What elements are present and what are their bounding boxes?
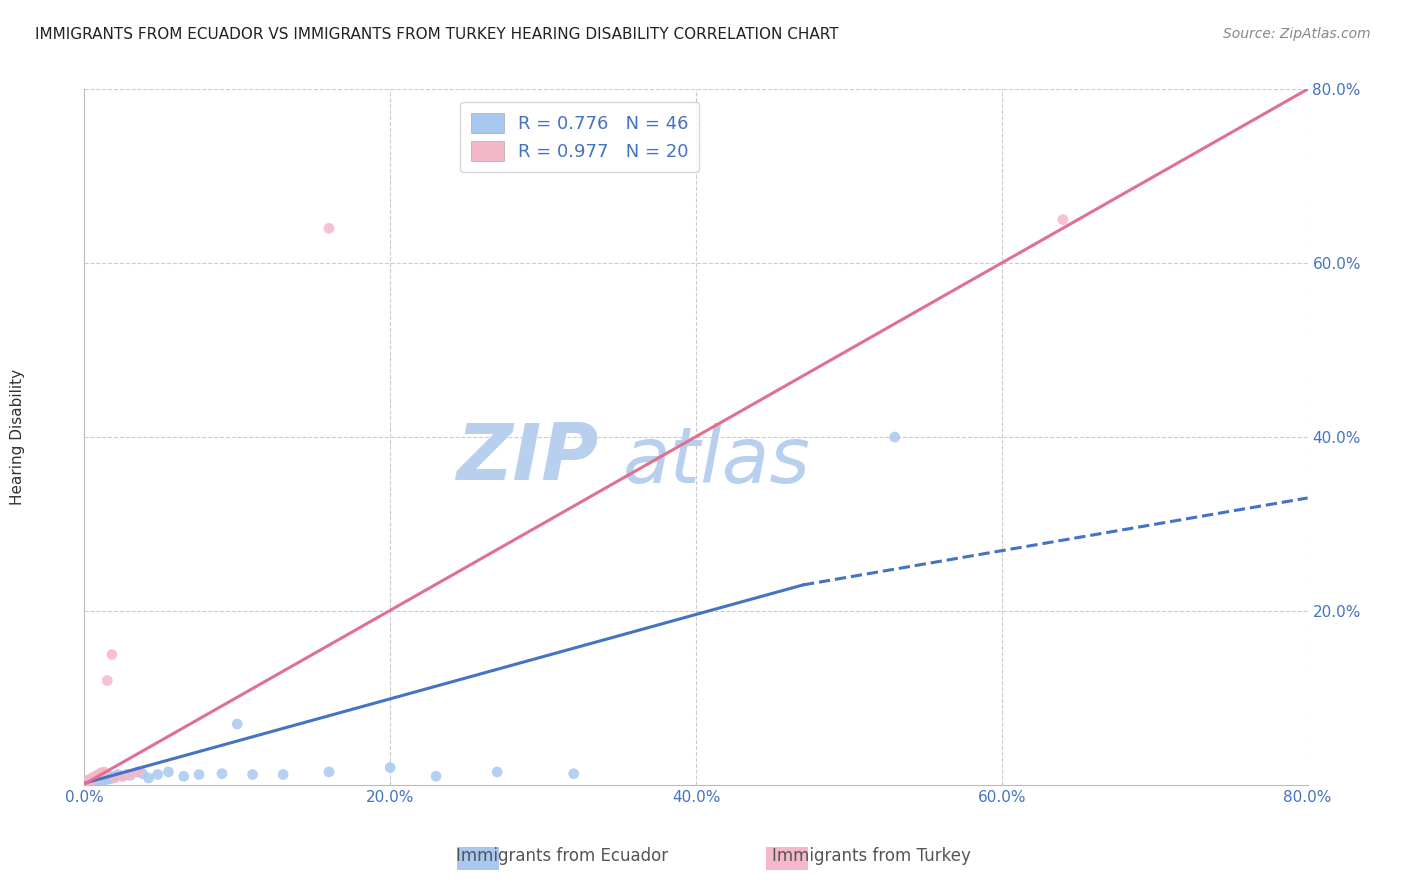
- Point: [138, 771, 160, 785]
- Text: Immigrants from Ecuador: Immigrants from Ecuador: [457, 847, 668, 865]
- Point: [89, 774, 111, 789]
- Point: [87, 767, 110, 781]
- Point: [120, 768, 142, 782]
- Point: [91, 773, 114, 788]
- Point: [115, 767, 138, 781]
- Point: [101, 770, 124, 784]
- Point: [226, 717, 249, 731]
- Point: [96, 673, 118, 688]
- Point: [211, 766, 233, 780]
- Point: [80, 771, 103, 785]
- Point: [80, 772, 103, 786]
- Point: [883, 430, 905, 444]
- Point: [157, 764, 180, 779]
- Point: [80, 773, 103, 788]
- Point: [93, 772, 115, 786]
- Point: [79, 773, 101, 788]
- Text: Hearing Disability: Hearing Disability: [10, 369, 24, 505]
- Text: ZIP: ZIP: [456, 420, 598, 496]
- Point: [93, 770, 115, 784]
- Point: [90, 765, 112, 780]
- Text: Immigrants from Turkey: Immigrants from Turkey: [772, 847, 972, 865]
- Point: [562, 766, 585, 780]
- Point: [127, 764, 149, 779]
- Point: [76, 773, 98, 788]
- Point: [79, 772, 101, 787]
- Point: [94, 772, 117, 787]
- Point: [76, 774, 98, 789]
- Point: [87, 773, 110, 788]
- Point: [86, 770, 108, 784]
- Point: [380, 760, 402, 774]
- Point: [89, 772, 111, 787]
- Point: [97, 769, 120, 783]
- Point: [84, 769, 107, 783]
- Point: [242, 767, 264, 781]
- Point: [90, 771, 112, 785]
- Point: [83, 772, 105, 786]
- Point: [96, 771, 118, 785]
- Point: [77, 774, 100, 789]
- Text: Source: ZipAtlas.com: Source: ZipAtlas.com: [1223, 27, 1371, 41]
- Point: [111, 769, 134, 783]
- Point: [127, 764, 149, 779]
- Point: [91, 766, 114, 780]
- Point: [104, 769, 127, 783]
- Point: [83, 771, 105, 785]
- Point: [98, 772, 121, 786]
- Point: [87, 770, 110, 784]
- Point: [318, 764, 340, 779]
- Text: IMMIGRANTS FROM ECUADOR VS IMMIGRANTS FROM TURKEY HEARING DISABILITY CORRELATION: IMMIGRANTS FROM ECUADOR VS IMMIGRANTS FR…: [35, 27, 839, 42]
- Point: [86, 774, 108, 789]
- Point: [84, 773, 107, 788]
- Point: [188, 767, 211, 781]
- Point: [104, 771, 127, 785]
- Point: [486, 764, 509, 779]
- Point: [173, 769, 195, 783]
- Point: [318, 221, 340, 235]
- Point: [271, 767, 294, 781]
- Point: [83, 774, 105, 789]
- Legend: R = 0.776   N = 46, R = 0.977   N = 20: R = 0.776 N = 46, R = 0.977 N = 20: [460, 102, 699, 172]
- Text: atlas: atlas: [623, 424, 810, 500]
- Point: [425, 769, 447, 783]
- Point: [89, 768, 111, 782]
- Point: [107, 767, 129, 781]
- Point: [84, 772, 107, 787]
- Point: [101, 648, 124, 662]
- Point: [1052, 212, 1074, 227]
- Point: [146, 767, 169, 781]
- Point: [93, 764, 115, 779]
- Point: [111, 769, 134, 783]
- Point: [86, 772, 108, 786]
- Point: [120, 767, 142, 781]
- Point: [131, 766, 153, 780]
- Point: [77, 772, 100, 787]
